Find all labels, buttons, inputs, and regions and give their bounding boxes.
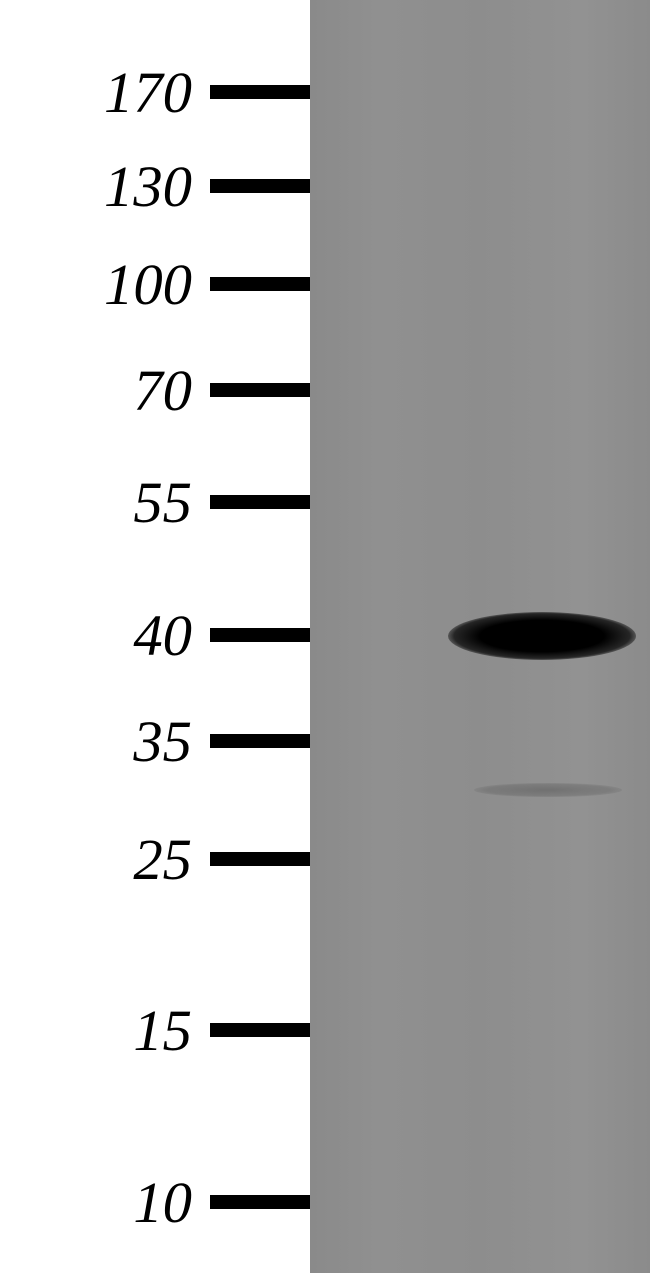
mw-marker-130: 130 (0, 142, 310, 230)
mw-tick (210, 179, 310, 193)
mw-tick (210, 734, 310, 748)
western-blot-figure: 170 130 100 70 55 40 35 25 15 10 (0, 0, 650, 1273)
mw-tick (210, 383, 310, 397)
mw-tick (210, 277, 310, 291)
mw-label: 70 (22, 357, 210, 424)
mw-label: 170 (22, 59, 210, 126)
mw-marker-35: 35 (0, 697, 310, 785)
mw-tick (210, 852, 310, 866)
mw-label: 15 (22, 997, 210, 1064)
mw-tick (210, 628, 310, 642)
mw-label: 25 (22, 826, 210, 893)
blot-band-strong (448, 612, 636, 660)
mw-label: 40 (22, 602, 210, 669)
mw-tick (210, 495, 310, 509)
mw-marker-10: 10 (0, 1158, 310, 1246)
mw-marker-170: 170 (0, 48, 310, 136)
mw-label: 10 (22, 1169, 210, 1236)
blot-band-faint (474, 783, 622, 797)
mw-tick (210, 1195, 310, 1209)
mw-marker-100: 100 (0, 240, 310, 328)
mw-tick (210, 85, 310, 99)
mw-label: 55 (22, 469, 210, 536)
mw-marker-70: 70 (0, 346, 310, 434)
mw-label: 130 (22, 153, 210, 220)
mw-marker-40: 40 (0, 591, 310, 679)
mw-label: 100 (22, 251, 210, 318)
mw-label: 35 (22, 708, 210, 775)
mw-marker-55: 55 (0, 458, 310, 546)
mw-marker-25: 25 (0, 815, 310, 903)
mw-marker-15: 15 (0, 986, 310, 1074)
blot-lane (310, 0, 650, 1273)
mw-tick (210, 1023, 310, 1037)
blot-lane-svg (310, 0, 650, 1273)
mw-ladder: 170 130 100 70 55 40 35 25 15 10 (0, 0, 310, 1273)
